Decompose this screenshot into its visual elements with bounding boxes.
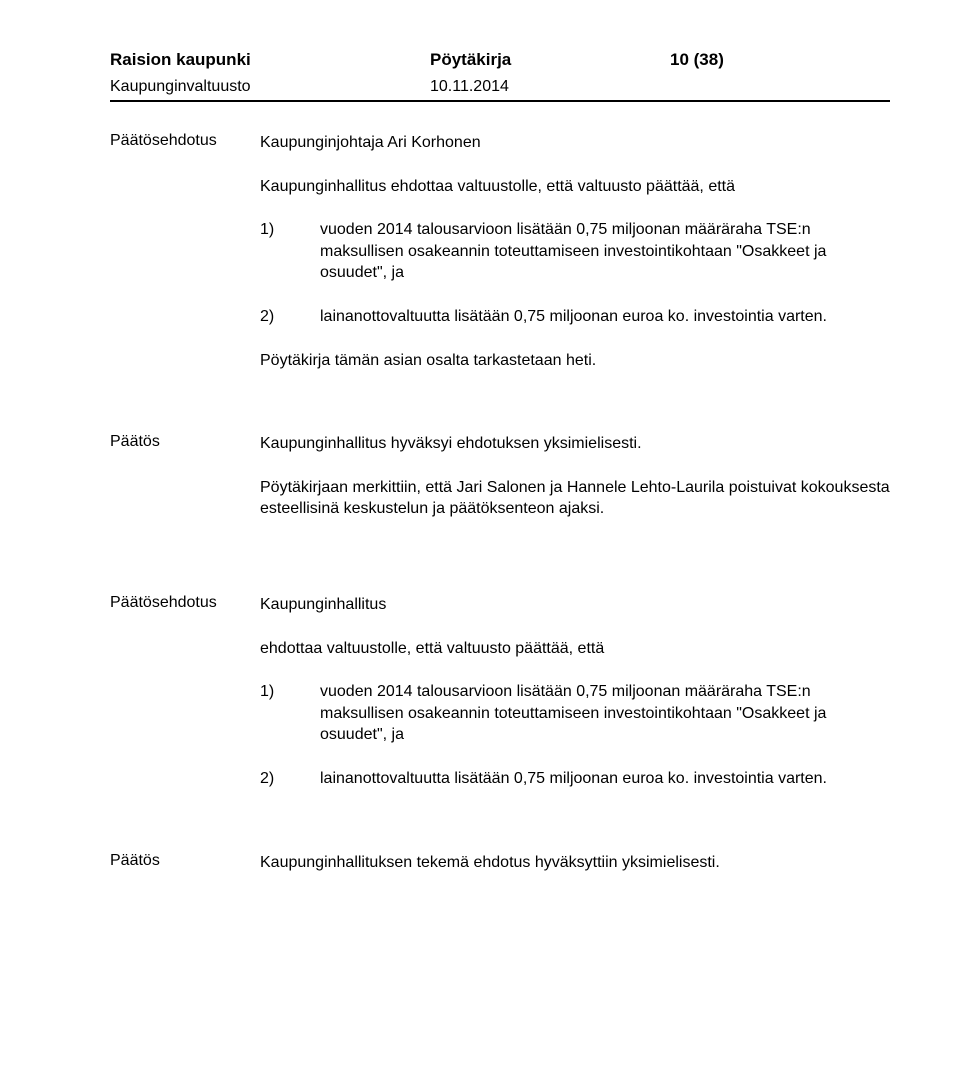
section4-label: Päätös	[110, 852, 260, 874]
section2-line2: Pöytäkirjaan merkittiin, että Jari Salon…	[260, 477, 890, 520]
subheader-body: Kaupunginvaltuusto	[110, 78, 430, 96]
section3-item2: 2) lainanottovaltuutta lisätään 0,75 mil…	[260, 768, 890, 790]
subheader-row: Kaupunginvaltuusto 10.11.2014	[110, 78, 890, 96]
section1-footer: Pöytäkirja tämän asian osalta tarkasteta…	[260, 350, 890, 372]
section3-author: Kaupunginhallitus	[260, 594, 890, 616]
section3-item1-text: vuoden 2014 talousarvioon lisätään 0,75 …	[320, 681, 890, 746]
section1-label: Päätösehdotus	[110, 132, 260, 393]
section3-content: Kaupunginhallitus ehdottaa valtuustolle,…	[260, 594, 890, 812]
section3-intro: ehdottaa valtuustolle, että valtuusto pä…	[260, 638, 890, 660]
header-doctype: Pöytäkirja	[430, 50, 670, 70]
subheader-date: 10.11.2014	[430, 78, 890, 96]
section1-intro: Kaupunginhallitus ehdottaa valtuustolle,…	[260, 176, 890, 198]
spacer	[110, 415, 890, 433]
section1-author: Kaupunginjohtaja Ari Korhonen	[260, 132, 890, 154]
section1-item1-text: vuoden 2014 talousarvioon lisätään 0,75 …	[320, 219, 890, 284]
section2-label: Päätös	[110, 433, 260, 542]
section-paatos-2: Päätös Kaupunginhallituksen tekemä ehdot…	[110, 852, 890, 874]
document-page: Raision kaupunki Pöytäkirja 10 (38) Kaup…	[0, 0, 960, 935]
section1-item2: 2) lainanottovaltuutta lisätään 0,75 mil…	[260, 306, 890, 328]
spacer	[110, 834, 890, 852]
spacer	[110, 564, 890, 594]
section1-item2-text: lainanottovaltuutta lisätään 0,75 miljoo…	[320, 306, 890, 328]
section1-item1-num: 1)	[260, 219, 320, 284]
section3-item1-num: 1)	[260, 681, 320, 746]
section2-content: Kaupunginhallitus hyväksyi ehdotuksen yk…	[260, 433, 890, 542]
section1-item2-num: 2)	[260, 306, 320, 328]
section-paatosehdotus-1: Päätösehdotus Kaupunginjohtaja Ari Korho…	[110, 132, 890, 393]
section3-item2-text: lainanottovaltuutta lisätään 0,75 miljoo…	[320, 768, 890, 790]
section2-line1: Kaupunginhallitus hyväksyi ehdotuksen yk…	[260, 433, 890, 455]
section4-content: Kaupunginhallituksen tekemä ehdotus hyvä…	[260, 852, 890, 874]
section-paatos-1: Päätös Kaupunginhallitus hyväksyi ehdotu…	[110, 433, 890, 542]
section3-item1: 1) vuoden 2014 talousarvioon lisätään 0,…	[260, 681, 890, 746]
section3-label: Päätösehdotus	[110, 594, 260, 812]
section4-line1: Kaupunginhallituksen tekemä ehdotus hyvä…	[260, 852, 890, 874]
header-pagenum: 10 (38)	[670, 50, 890, 70]
section1-content: Kaupunginjohtaja Ari Korhonen Kaupunginh…	[260, 132, 890, 393]
section3-item2-num: 2)	[260, 768, 320, 790]
header-org: Raision kaupunki	[110, 50, 430, 70]
section1-item1: 1) vuoden 2014 talousarvioon lisätään 0,…	[260, 219, 890, 284]
header-rule	[110, 100, 890, 102]
section-paatosehdotus-2: Päätösehdotus Kaupunginhallitus ehdottaa…	[110, 594, 890, 812]
header-row: Raision kaupunki Pöytäkirja 10 (38)	[110, 50, 890, 70]
